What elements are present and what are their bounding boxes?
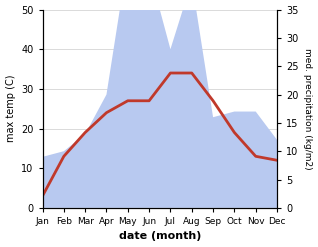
Y-axis label: med. precipitation (kg/m2): med. precipitation (kg/m2) <box>303 48 313 169</box>
Y-axis label: max temp (C): max temp (C) <box>5 75 16 143</box>
X-axis label: date (month): date (month) <box>119 231 201 242</box>
